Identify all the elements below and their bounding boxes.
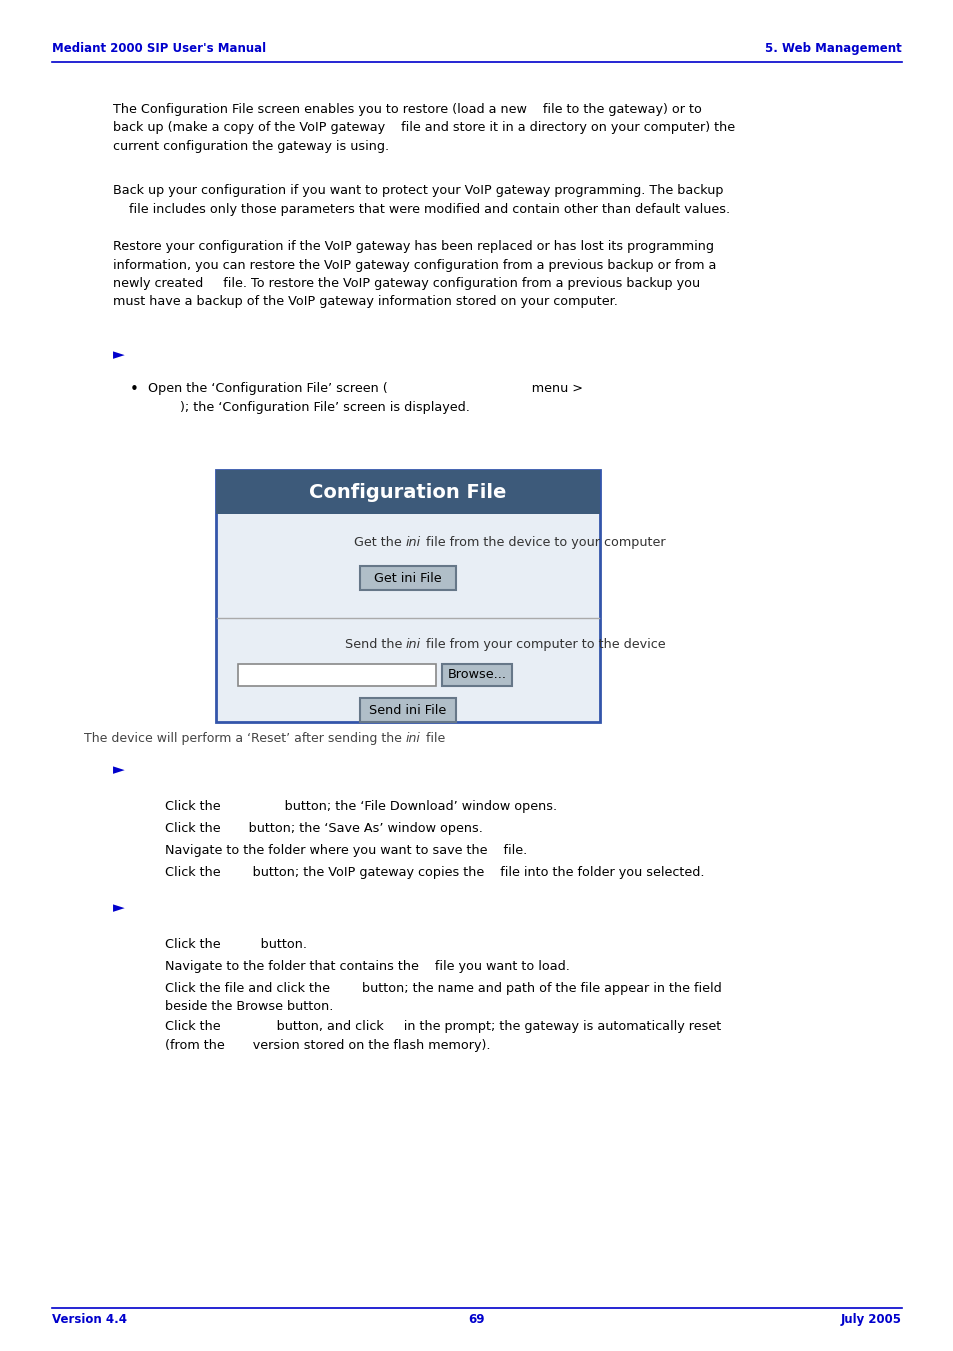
Text: 5. Web Management: 5. Web Management [764,42,901,55]
Text: Click the file and click the        button; the name and path of the file appear: Click the file and click the button; the… [165,982,721,1013]
Text: Click the                button; the ‘File Download’ window opens.: Click the button; the ‘File Download’ wi… [165,800,557,813]
Text: Open the ‘Configuration File’ screen (                                    menu >: Open the ‘Configuration File’ screen ( m… [148,382,582,413]
Text: file from your computer to the device: file from your computer to the device [421,638,665,651]
Text: ►: ► [112,900,125,915]
Text: The Configuration File screen enables you to restore (load a new    file to the : The Configuration File screen enables yo… [112,103,735,153]
Text: Restore your configuration if the VoIP gateway has been replaced or has lost its: Restore your configuration if the VoIP g… [112,240,716,308]
Text: July 2005: July 2005 [841,1313,901,1325]
FancyBboxPatch shape [237,663,436,686]
Text: Back up your configuration if you want to protect your VoIP gateway programming.: Back up your configuration if you want t… [112,184,729,216]
Text: Click the              button, and click     in the prompt; the gateway is autom: Click the button, and click in the promp… [165,1020,720,1051]
Text: Send ini File: Send ini File [369,704,446,716]
Text: Version 4.4: Version 4.4 [52,1313,127,1325]
FancyBboxPatch shape [359,698,456,721]
FancyBboxPatch shape [441,663,512,686]
Text: Click the       button; the ‘Save As’ window opens.: Click the button; the ‘Save As’ window o… [165,821,482,835]
Text: Get ini File: Get ini File [374,571,441,585]
Text: •: • [130,382,139,397]
Text: The device will perform a ‘Reset’ after sending the: The device will perform a ‘Reset’ after … [84,732,406,744]
Text: Navigate to the folder where you want to save the    file.: Navigate to the folder where you want to… [165,844,527,857]
Text: Click the        button; the VoIP gateway copies the    file into the folder you: Click the button; the VoIP gateway copie… [165,866,703,880]
Text: 69: 69 [468,1313,485,1325]
Text: ini: ini [406,732,420,744]
Text: Configuration File: Configuration File [309,482,506,501]
Text: ini: ini [406,638,420,651]
Text: Browse...: Browse... [447,669,506,681]
FancyBboxPatch shape [215,470,599,513]
Text: Send the: Send the [344,638,406,651]
Text: file from the device to your computer: file from the device to your computer [421,536,665,549]
Text: ini: ini [406,536,420,549]
Text: file: file [421,732,445,744]
Text: Click the          button.: Click the button. [165,938,307,951]
Text: Mediant 2000 SIP User's Manual: Mediant 2000 SIP User's Manual [52,42,266,55]
Text: Navigate to the folder that contains the    file you want to load.: Navigate to the folder that contains the… [165,961,569,973]
Text: Get the: Get the [354,536,406,549]
Text: ►: ► [112,762,125,777]
FancyBboxPatch shape [359,566,456,590]
FancyBboxPatch shape [215,470,599,721]
Text: ►: ► [112,347,125,362]
